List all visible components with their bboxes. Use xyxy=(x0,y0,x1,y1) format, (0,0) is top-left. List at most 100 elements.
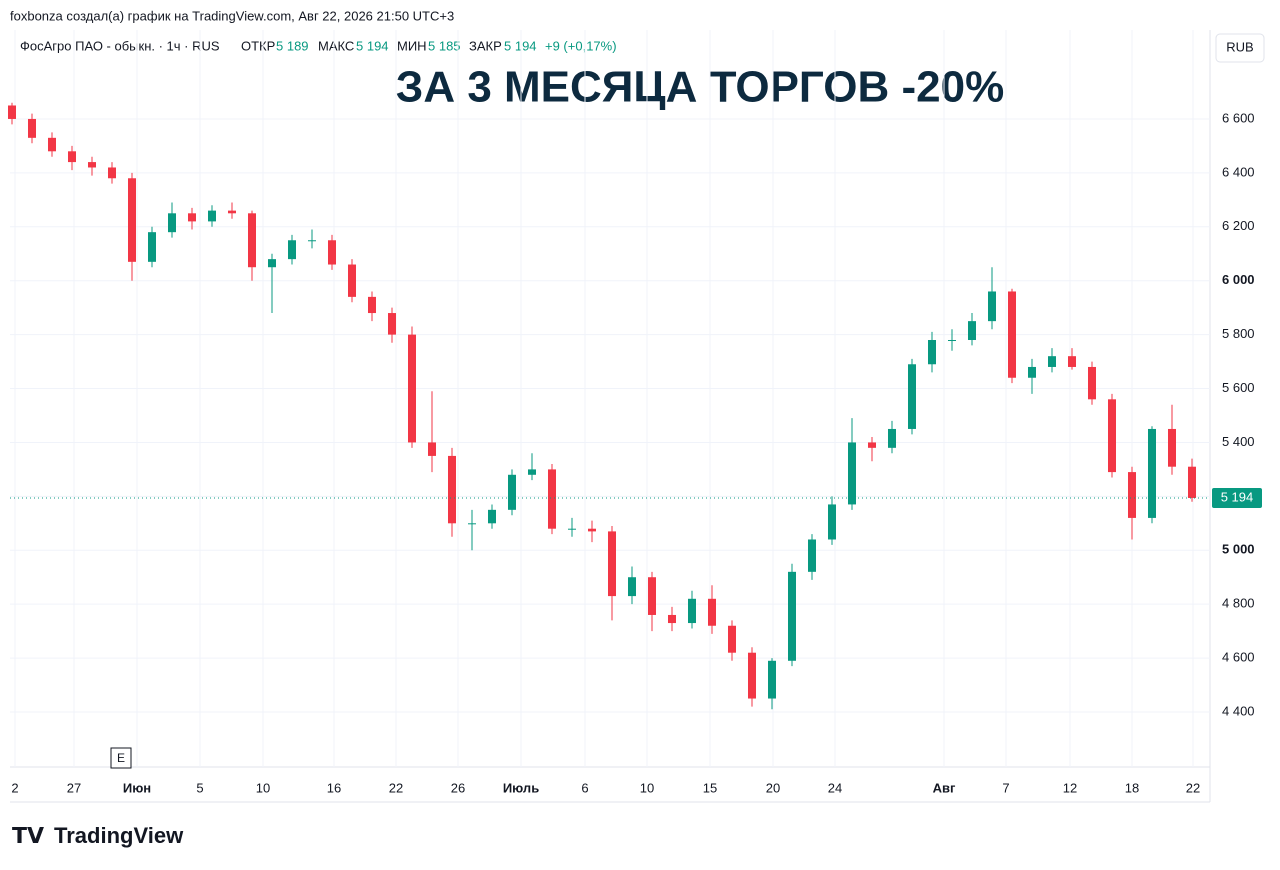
candle-body xyxy=(708,598,716,626)
candle-body xyxy=(248,213,256,268)
y-tick-label: 4 400 xyxy=(1222,703,1255,718)
y-tick-label: 5 400 xyxy=(1222,434,1255,449)
candle-body xyxy=(728,625,736,653)
legend-high-label: МАКС xyxy=(318,38,354,53)
candle-body xyxy=(148,232,156,262)
candle-body xyxy=(48,137,56,152)
x-tick-label: Июль xyxy=(503,780,539,795)
candle-body xyxy=(368,296,376,314)
currency-box[interactable] xyxy=(1215,33,1265,63)
x-tick-label: 6 xyxy=(581,780,588,795)
legend-open: 5 189 xyxy=(276,38,309,53)
candle-body xyxy=(488,509,496,524)
candle-body xyxy=(428,442,436,456)
last-price-box xyxy=(1212,487,1262,508)
candle-body xyxy=(528,469,536,475)
candle-body xyxy=(788,571,796,661)
x-tick-label: 12 xyxy=(1063,780,1077,795)
event-marker[interactable]: E xyxy=(117,751,125,765)
candle-body xyxy=(1188,466,1196,498)
candle-body xyxy=(388,313,396,335)
candle-body xyxy=(288,240,296,260)
candle-body xyxy=(208,210,216,222)
candle-body xyxy=(68,151,76,163)
candle-body xyxy=(128,178,136,262)
candle-body xyxy=(168,213,176,233)
candle-body xyxy=(188,213,196,222)
candle-body xyxy=(628,577,636,597)
x-tick-label: 2 xyxy=(11,780,18,795)
candle-body xyxy=(808,539,816,572)
y-tick-label: 4 800 xyxy=(1222,596,1255,611)
x-tick-label: 7 xyxy=(1002,780,1009,795)
x-tick-label: 18 xyxy=(1125,780,1139,795)
candle-body xyxy=(228,210,236,214)
y-tick-label: 5 800 xyxy=(1222,326,1255,341)
candle-body xyxy=(268,259,276,268)
x-tick-label: 15 xyxy=(703,780,717,795)
candle-body xyxy=(348,264,356,297)
candle-body xyxy=(468,523,476,525)
legend-low: 5 185 xyxy=(428,38,461,53)
candle-body xyxy=(848,442,856,505)
logo-mark: 𝗧𝗩 xyxy=(12,823,44,848)
x-tick-label: 16 xyxy=(327,780,341,795)
y-tick-label: 6 600 xyxy=(1222,110,1255,125)
x-tick-label: 10 xyxy=(640,780,654,795)
x-tick-label: 10 xyxy=(256,780,270,795)
legend-change: +9 (+0,17%) xyxy=(545,38,617,53)
x-tick-label: 24 xyxy=(828,780,842,795)
x-tick-label: 22 xyxy=(1186,780,1200,795)
candle-body xyxy=(1148,428,1156,518)
candle-body xyxy=(828,504,836,540)
candle-body xyxy=(648,577,656,615)
y-tick-label: 5 600 xyxy=(1222,380,1255,395)
candle-body xyxy=(1108,399,1116,473)
candle-body xyxy=(548,469,556,529)
x-tick-label: 22 xyxy=(389,780,403,795)
legend-close: 5 194 xyxy=(504,38,537,53)
legend-low-label: МИН xyxy=(397,38,427,53)
candle-body xyxy=(748,652,756,699)
candle-body xyxy=(908,364,916,429)
x-tick-label: 5 xyxy=(196,780,203,795)
candle-body xyxy=(588,528,596,532)
candle-body xyxy=(928,340,936,365)
y-tick-label: 6 200 xyxy=(1222,218,1255,233)
candle-body xyxy=(688,598,696,624)
candle-body xyxy=(1028,366,1036,378)
candle-body xyxy=(1088,366,1096,400)
candle-body xyxy=(88,162,96,168)
candle-body xyxy=(968,321,976,341)
candle-body xyxy=(8,105,16,119)
candle-body xyxy=(1008,291,1016,378)
candle-body xyxy=(1048,356,1056,367)
legend-close-label: ЗАКР xyxy=(469,38,502,53)
candle-body xyxy=(1128,472,1136,518)
brand: TradingView xyxy=(54,823,184,848)
y-tick-label: 6 000 xyxy=(1222,272,1255,287)
y-tick-label: 6 400 xyxy=(1222,164,1255,179)
candle-body xyxy=(328,240,336,265)
candle-body xyxy=(888,428,896,448)
x-tick-label: Июн xyxy=(123,780,151,795)
candle-body xyxy=(28,118,36,138)
y-tick-label: 4 600 xyxy=(1222,650,1255,665)
candle-body xyxy=(448,455,456,524)
candle-body xyxy=(668,614,676,624)
legend-symbol: ФосАгро ПАО - обыкн. · 1ч · RUS xyxy=(20,38,220,53)
x-tick-label: 20 xyxy=(766,780,780,795)
y-tick-label: 5 000 xyxy=(1222,542,1255,557)
candle-body xyxy=(108,167,116,179)
currency[interactable]: RUB xyxy=(1226,39,1253,54)
candle-body xyxy=(608,531,616,597)
legend-high: 5 194 xyxy=(356,38,389,53)
event-marker-box[interactable] xyxy=(110,747,132,769)
x-tick-label: 27 xyxy=(67,780,81,795)
candle-body xyxy=(308,240,316,242)
chart-title: ЗА 3 МЕСЯЦА ТОРГОВ -20% xyxy=(396,63,1004,112)
candle-body xyxy=(948,340,956,342)
x-tick-label: 26 xyxy=(451,780,465,795)
